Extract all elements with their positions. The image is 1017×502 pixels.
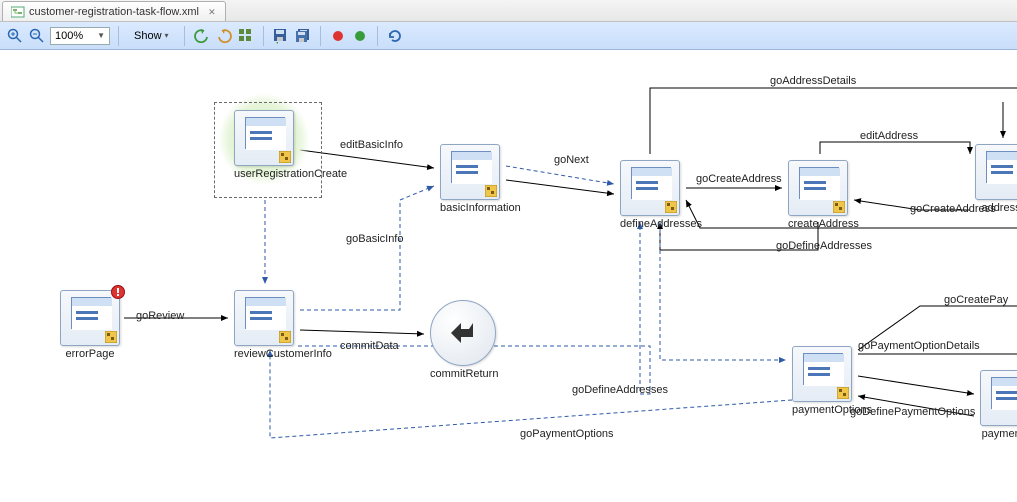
redo-icon[interactable] (215, 27, 233, 45)
node-box[interactable] (234, 110, 294, 166)
view-page-icon (245, 297, 285, 329)
node-box[interactable] (788, 160, 848, 216)
edge-label: goPaymentOptionDetails (858, 340, 980, 352)
zoom-value: 100% (55, 30, 83, 42)
node-label: basicInformation (440, 202, 500, 214)
node-label: userRegistrationCreate (234, 168, 294, 180)
refresh-icon[interactable] (386, 27, 404, 45)
node-box[interactable] (430, 300, 496, 366)
node-box[interactable] (234, 290, 294, 346)
edge-label: goDefineAddresses (572, 384, 668, 396)
node-payment-options[interactable]: paymentOptions (792, 346, 852, 416)
view-page-icon (799, 167, 839, 199)
editor-window: customer-registration-task-flow.xml ✕ 10… (0, 0, 1017, 502)
toolbar-separator (263, 26, 264, 46)
task-flow-file-icon (11, 6, 25, 18)
fragment-badge-icon (279, 151, 291, 163)
node-label: paymentOp (980, 428, 1017, 440)
node-user-registration-create[interactable]: userRegistrationCreate (234, 110, 294, 180)
undo-icon[interactable] (193, 27, 211, 45)
method-call-icon (449, 319, 479, 349)
node-label: reviewCustomerInfo (234, 348, 294, 360)
edge-label: goCreateAddress (696, 173, 782, 185)
fragment-badge-icon (279, 331, 291, 343)
edge-label: editAddress (860, 130, 918, 142)
node-box[interactable] (620, 160, 680, 216)
node-box[interactable] (60, 290, 120, 346)
edge-label: editBasicInfo (340, 139, 403, 151)
grid-icon[interactable] (237, 27, 255, 45)
zoom-out-icon[interactable] (28, 27, 46, 45)
zoom-level-combo[interactable]: 100% ▼ (50, 27, 110, 45)
node-create-address[interactable]: createAddress (788, 160, 848, 230)
node-box[interactable] (975, 144, 1017, 200)
view-page-icon (245, 117, 285, 149)
tab-bar: customer-registration-task-flow.xml ✕ (0, 0, 1017, 22)
edge-label: goBasicInfo (346, 233, 403, 245)
view-page-icon (991, 377, 1017, 409)
edge-label: goReview (136, 310, 184, 322)
edge-label: commitData (340, 340, 399, 352)
node-review-customer-info[interactable]: reviewCustomerInfo (234, 290, 294, 360)
toolbar-separator (184, 26, 185, 46)
node-box[interactable] (980, 370, 1017, 426)
toolbar: 100% ▼ Show ▾ (0, 22, 1017, 50)
node-label: paymentOptions (792, 404, 852, 416)
edge-label: goCreateAddress (910, 203, 996, 215)
record-icon[interactable] (329, 27, 347, 45)
zoom-in-icon[interactable] (6, 27, 24, 45)
save-diagram-icon[interactable] (272, 27, 290, 45)
save-all-icon[interactable] (294, 27, 312, 45)
node-payment-option-details[interactable]: paymentOp (980, 370, 1017, 440)
run-icon[interactable] (351, 27, 369, 45)
close-icon[interactable]: ✕ (207, 7, 217, 17)
node-commit-return[interactable]: commitReturn (430, 300, 496, 380)
fragment-badge-icon (833, 201, 845, 213)
diagram-canvas[interactable]: errorPage userRegistrationCreate reviewC… (0, 50, 1017, 502)
node-basic-information[interactable]: basicInformation (440, 144, 500, 214)
fragment-badge-icon (105, 331, 117, 343)
view-page-icon (71, 297, 111, 329)
toolbar-separator (118, 26, 119, 46)
node-box[interactable] (792, 346, 852, 402)
edge-label: goNext (554, 154, 589, 166)
node-box[interactable] (440, 144, 500, 200)
toolbar-separator (377, 26, 378, 46)
edge-label: goDefinePaymentOptions (850, 406, 975, 418)
file-tab[interactable]: customer-registration-task-flow.xml ✕ (2, 1, 226, 21)
node-define-addresses[interactable]: defineAddresses (620, 160, 680, 230)
node-error-page[interactable]: errorPage (60, 290, 120, 360)
edge-label: goDefineAddresses (776, 240, 872, 252)
view-page-icon (631, 167, 671, 199)
node-label: defineAddresses (620, 218, 680, 230)
chevron-down-icon: ▾ (165, 31, 169, 40)
fragment-badge-icon (837, 387, 849, 399)
show-menu-button[interactable]: Show ▾ (127, 27, 176, 45)
view-page-icon (803, 353, 843, 385)
node-label: errorPage (60, 348, 120, 360)
edge-label: goAddressDetails (770, 75, 856, 87)
toolbar-separator (320, 26, 321, 46)
show-label: Show (134, 30, 162, 42)
view-page-icon (986, 151, 1017, 183)
chevron-down-icon: ▼ (97, 31, 105, 40)
fragment-badge-icon (485, 185, 497, 197)
tab-title: customer-registration-task-flow.xml (29, 6, 199, 18)
edges-layer (0, 50, 1017, 502)
fragment-badge-icon (665, 201, 677, 213)
view-page-icon (451, 151, 491, 183)
node-label: commitReturn (430, 368, 496, 380)
edge-label: goPaymentOptions (520, 428, 614, 440)
error-badge-icon (111, 285, 125, 299)
edge-label: goCreatePay (944, 294, 1008, 306)
node-label: createAddress (788, 218, 848, 230)
